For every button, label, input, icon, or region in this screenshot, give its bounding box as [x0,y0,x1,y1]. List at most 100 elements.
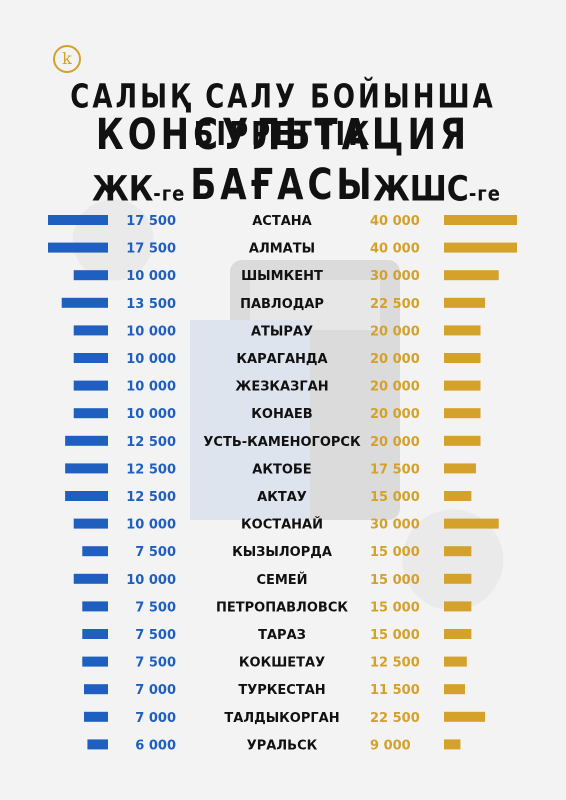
value-label-company: 15 000 [370,545,420,560]
value-label-company: 40 000 [370,242,420,257]
value-label-company: 9 000 [370,738,411,753]
value-label-company: 30 000 [370,518,420,533]
value-label-individual: 10 000 [126,352,176,367]
city-label: АТЫРАУ [251,324,313,339]
bar-company [444,546,472,557]
value-label-individual: 10 000 [126,269,176,284]
page-title-line2: КОНСУЛЬТАЦИЯ БАҒАСЫ [95,110,471,210]
bar-company [444,270,499,281]
bar-company [444,629,472,639]
bar-company [444,242,517,253]
bar-individual [61,297,108,308]
page-title-line1: САЛЫҚ САЛУ БОЙЫНША БІРРЕТТІК [70,78,496,154]
bar-company [444,656,467,667]
value-label-individual: 17 500 [126,214,176,229]
bar-individual [65,491,108,501]
bar-company [444,601,472,612]
bar-individual [82,629,108,639]
city-label: УРАЛЬСК [247,738,318,753]
city-label: УСТЬ-КАМЕНОГОРСК [203,435,361,450]
bar-company [444,463,476,474]
bar-individual [48,215,108,225]
bar-company [444,711,486,722]
value-label-individual: 12 500 [126,462,176,477]
value-label-company: 22 500 [370,297,420,312]
bar-company [444,325,481,336]
bar-individual [73,270,108,281]
value-label-company: 20 000 [370,435,420,450]
city-label: АЛМАТЫ [249,242,315,257]
value-label-individual: 10 000 [126,407,176,422]
value-label-individual: 6 000 [135,738,176,753]
value-label-company: 15 000 [370,573,420,588]
bar-company [444,380,481,391]
bar-company [444,573,472,584]
city-label: КАРАГАНДА [236,352,327,367]
value-label-company: 12 500 [370,656,420,671]
bar-individual [84,711,108,722]
bar-individual [65,435,108,446]
city-label: АКТАУ [257,490,307,505]
value-label-individual: 7 000 [135,711,176,726]
column-header-company: ЖШС-ге [373,169,501,209]
value-label-company: 20 000 [370,324,420,339]
value-label-individual: 7 000 [135,683,176,698]
city-label: АСТАНА [252,214,311,229]
value-label-company: 11 500 [370,683,420,698]
value-label-individual: 12 500 [126,490,176,505]
city-label: ТАРАЗ [258,628,306,643]
value-label-individual: 10 000 [126,380,176,395]
value-label-individual: 7 500 [135,656,176,671]
bar-individual [73,573,108,584]
bar-company [444,684,465,695]
bar-individual [48,242,108,253]
column-header-individual-main: ЖК [92,169,154,210]
value-label-company: 20 000 [370,352,420,367]
bar-individual [73,325,108,336]
city-label: ТУРКЕСТАН [238,683,325,698]
city-label: КОНАЕВ [251,407,312,422]
value-label-individual: 12 500 [126,435,176,450]
city-label: КОСТАНАЙ [241,517,323,533]
value-label-company: 20 000 [370,407,420,422]
bar-individual [82,546,108,557]
column-header-company-main: ЖШС [373,169,469,210]
bar-company [444,297,486,308]
city-label: ШЫМКЕНТ [241,269,323,284]
bar-company [444,518,499,529]
city-label: ТАЛДЫКОРГАН [224,711,339,726]
column-header-company-suffix: -ге [468,182,501,207]
value-label-company: 17 500 [370,462,420,477]
value-label-individual: 7 500 [135,600,176,615]
city-label: ПЕТРОПАВЛОВСК [216,600,348,615]
bar-company [444,491,472,501]
bar-company [444,435,481,446]
value-label-company: 40 000 [370,214,420,229]
value-label-company: 15 000 [370,600,420,615]
bar-company [444,353,481,363]
calculator-illustration [190,240,440,540]
bar-individual [82,601,108,612]
value-label-individual: 10 000 [126,324,176,339]
bar-company [444,215,517,225]
bar-individual [65,463,108,474]
logo-icon: k [53,45,81,73]
bar-individual [87,739,108,750]
bar-individual [82,656,108,667]
column-header-individual-suffix: -ге [153,182,186,207]
bar-individual [73,353,108,363]
city-label: КЫЗЫЛОРДА [232,545,332,560]
value-label-individual: 17 500 [126,242,176,257]
value-label-company: 15 000 [370,628,420,643]
bar-individual [73,408,108,419]
city-label: ЖЕЗКАЗГАН [235,380,328,395]
value-label-company: 20 000 [370,380,420,395]
city-label: АКТОБЕ [252,462,311,477]
column-header-individual: ЖК-ге [92,169,185,209]
value-label-individual: 10 000 [126,573,176,588]
value-label-company: 15 000 [370,490,420,505]
bar-individual [84,684,108,695]
value-label-company: 22 500 [370,711,420,726]
